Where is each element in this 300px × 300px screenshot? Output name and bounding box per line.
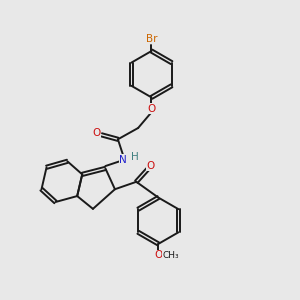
Text: CH₃: CH₃ <box>163 251 179 260</box>
Text: N: N <box>119 154 127 164</box>
Text: H: H <box>131 152 138 162</box>
Text: O: O <box>154 250 162 260</box>
Text: Br: Br <box>146 34 157 44</box>
Text: O: O <box>92 128 100 138</box>
Text: O: O <box>147 104 156 114</box>
Text: O: O <box>146 161 155 171</box>
